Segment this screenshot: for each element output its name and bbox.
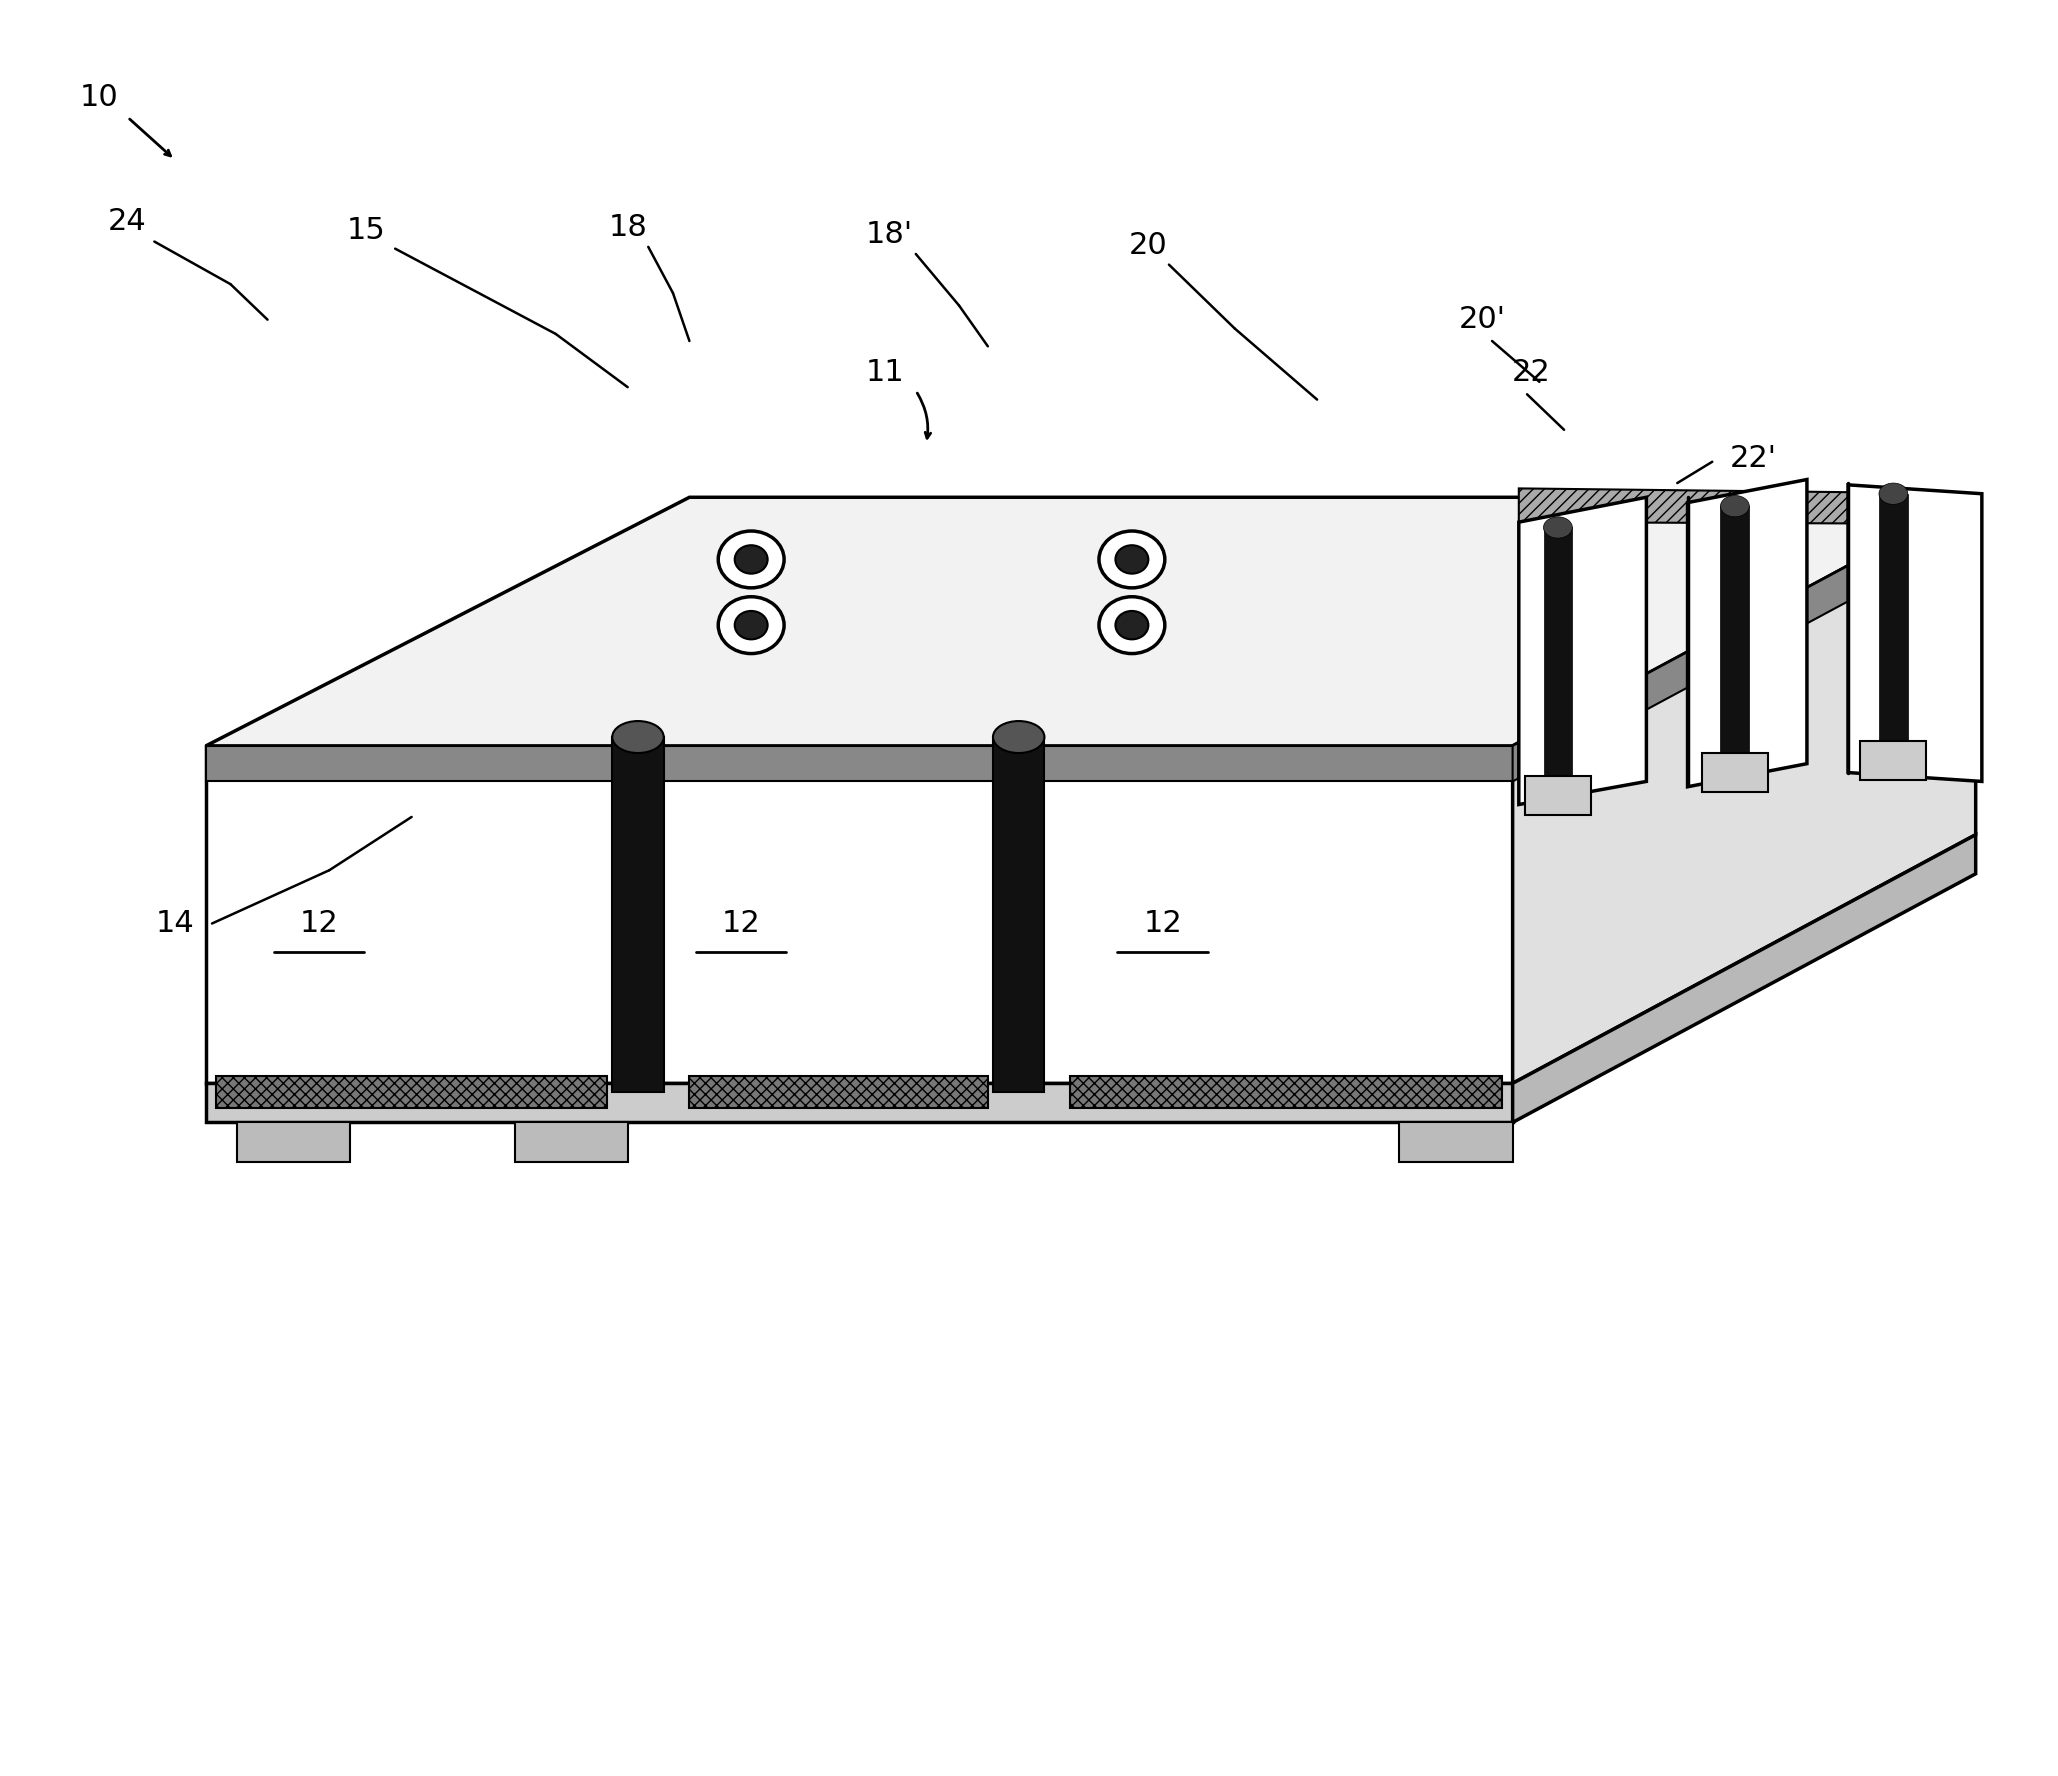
Polygon shape bbox=[1688, 480, 1807, 787]
Polygon shape bbox=[237, 1122, 350, 1162]
Text: 20: 20 bbox=[1130, 231, 1167, 259]
Polygon shape bbox=[1513, 497, 1976, 1083]
Polygon shape bbox=[992, 737, 1043, 1092]
Polygon shape bbox=[1720, 506, 1749, 755]
Polygon shape bbox=[1519, 497, 1646, 805]
Text: 20': 20' bbox=[1459, 305, 1504, 334]
Circle shape bbox=[718, 531, 784, 588]
Circle shape bbox=[1099, 597, 1165, 654]
Polygon shape bbox=[1525, 776, 1591, 815]
Polygon shape bbox=[206, 1083, 1513, 1122]
Text: 24: 24 bbox=[109, 208, 146, 236]
Text: 22: 22 bbox=[1513, 359, 1550, 387]
Ellipse shape bbox=[613, 721, 663, 753]
Ellipse shape bbox=[992, 721, 1043, 753]
Text: 12: 12 bbox=[300, 909, 338, 938]
Polygon shape bbox=[1513, 497, 1976, 781]
Text: 11: 11 bbox=[866, 359, 903, 387]
Text: 18: 18 bbox=[609, 213, 646, 242]
Circle shape bbox=[735, 545, 768, 574]
Polygon shape bbox=[689, 1076, 988, 1108]
Polygon shape bbox=[206, 497, 1976, 746]
Polygon shape bbox=[514, 1122, 628, 1162]
Polygon shape bbox=[1519, 488, 1982, 524]
Polygon shape bbox=[1879, 494, 1908, 742]
Circle shape bbox=[1115, 611, 1148, 639]
Text: 10: 10 bbox=[80, 83, 117, 112]
Ellipse shape bbox=[1720, 496, 1749, 517]
Ellipse shape bbox=[1544, 517, 1572, 538]
Circle shape bbox=[1099, 531, 1165, 588]
Polygon shape bbox=[206, 746, 1513, 1083]
Polygon shape bbox=[1544, 527, 1572, 776]
Circle shape bbox=[735, 611, 768, 639]
Circle shape bbox=[1115, 545, 1148, 574]
Text: 15: 15 bbox=[348, 217, 385, 245]
Text: 12: 12 bbox=[722, 909, 759, 938]
Polygon shape bbox=[1070, 1076, 1502, 1108]
Polygon shape bbox=[1702, 753, 1768, 792]
Polygon shape bbox=[206, 746, 1513, 781]
Polygon shape bbox=[1399, 1122, 1513, 1162]
Text: 22': 22' bbox=[1731, 444, 1776, 472]
Polygon shape bbox=[1860, 741, 1926, 780]
Polygon shape bbox=[613, 737, 663, 1092]
Text: 18': 18' bbox=[866, 220, 912, 249]
Polygon shape bbox=[1513, 835, 1976, 1122]
Circle shape bbox=[718, 597, 784, 654]
Polygon shape bbox=[1848, 485, 1982, 781]
Text: 12: 12 bbox=[1144, 909, 1181, 938]
Polygon shape bbox=[216, 1076, 607, 1108]
Ellipse shape bbox=[1879, 483, 1908, 504]
Text: 14: 14 bbox=[156, 909, 193, 938]
